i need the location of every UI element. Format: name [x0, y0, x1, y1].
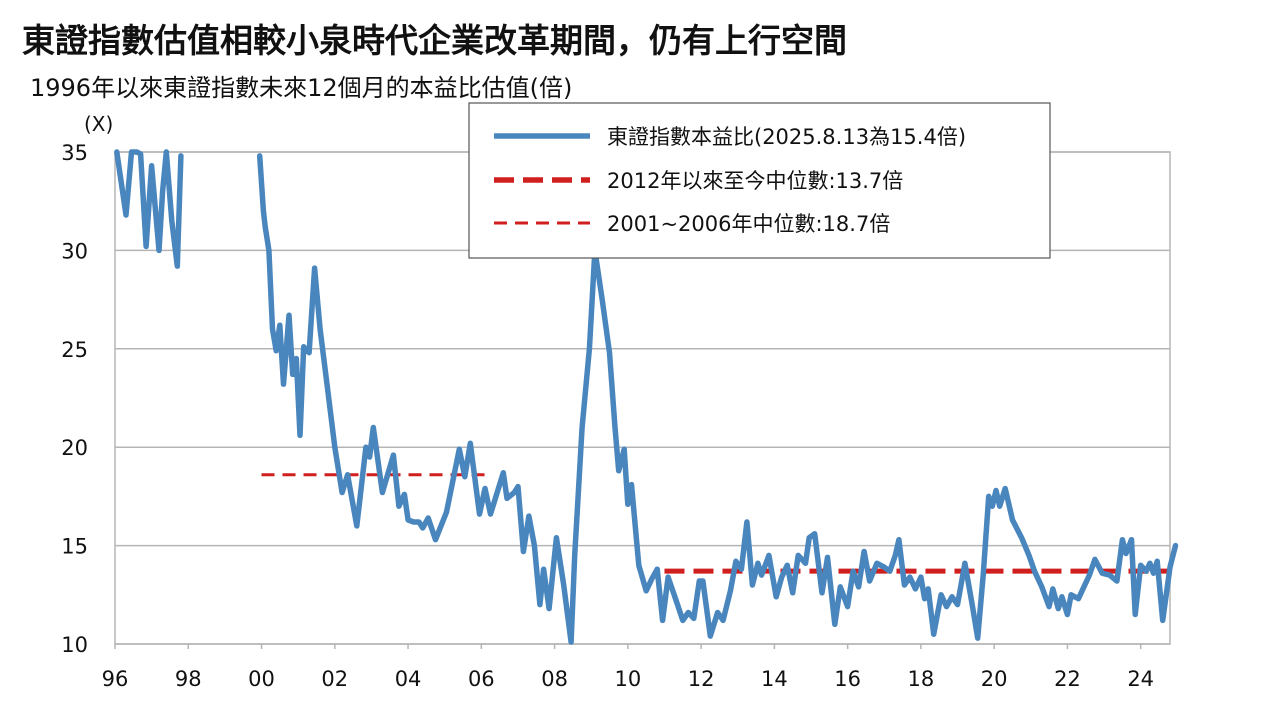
x-tick-label: 06: [468, 667, 495, 691]
x-axis-ticks: 96 98 00 02 04 06 08 10 12 14 16 18 20 22 24: [102, 667, 1154, 691]
y-axis-ticks: 10 15 20 25 30 35: [61, 141, 88, 657]
y-tick-label: 30: [61, 239, 88, 263]
x-tick-label: 10: [614, 667, 641, 691]
x-tick-label: 20: [981, 667, 1008, 691]
x-tick-label: 18: [908, 667, 935, 691]
y-tick-label: 35: [61, 141, 88, 165]
chart-subtitle: 1996年以來東證指數未來12個月的本益比估值(倍): [30, 74, 573, 102]
x-tick-label: 96: [102, 667, 129, 691]
legend-label-1: 東證指數本益比(2025.8.13為15.4倍): [607, 125, 966, 149]
pe-series-segment: [114, 149, 184, 269]
y-tick-label: 25: [61, 338, 88, 362]
x-tick-label: 04: [395, 667, 422, 691]
x-tick-label: 24: [1127, 667, 1154, 691]
pe-series-line: [114, 149, 1179, 645]
chart-title: 東證指數估值相較小泉時代企業改革期間，仍有上行空間: [22, 21, 847, 60]
pe-series-segment: [256, 153, 1179, 645]
x-tick-label: 14: [761, 667, 788, 691]
y-tick-label: 20: [61, 436, 88, 460]
y-tick-label: 15: [61, 535, 88, 559]
y-tick-label: 10: [61, 633, 88, 657]
x-tick-label: 98: [175, 667, 202, 691]
x-tick-label: 22: [1054, 667, 1081, 691]
legend: 東證指數本益比(2025.8.13為15.4倍) 2012年以來至今中位數:13.…: [468, 102, 1051, 259]
y-unit-label: (X): [84, 112, 113, 136]
legend-label-2: 2012年以來至今中位數:13.7倍: [607, 169, 903, 193]
x-tick-label: 02: [321, 667, 348, 691]
x-tick-label: 08: [541, 667, 568, 691]
legend-label-3: 2001~2006年中位數:18.7倍: [607, 212, 890, 236]
x-tick-label: 12: [688, 667, 715, 691]
x-tick-label: 00: [248, 667, 275, 691]
x-tick-label: 16: [834, 667, 861, 691]
